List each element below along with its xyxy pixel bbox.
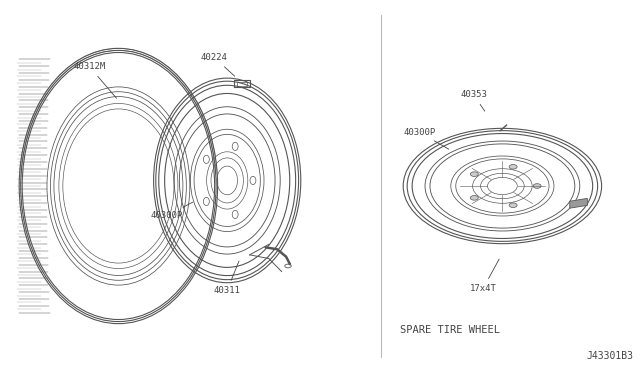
Ellipse shape — [509, 203, 517, 208]
Text: 40312M: 40312M — [74, 62, 116, 98]
Ellipse shape — [470, 172, 478, 176]
Text: 40311: 40311 — [214, 261, 241, 295]
Text: SPARE TIRE WHEEL: SPARE TIRE WHEEL — [400, 325, 500, 335]
Text: 40300P: 40300P — [403, 128, 449, 149]
Text: 40353: 40353 — [460, 90, 487, 111]
Text: 17x4T: 17x4T — [470, 259, 499, 293]
Text: J43301B3: J43301B3 — [587, 351, 634, 361]
Ellipse shape — [285, 264, 291, 268]
Text: 40224: 40224 — [201, 53, 235, 76]
Ellipse shape — [533, 184, 541, 188]
Polygon shape — [570, 198, 588, 208]
Text: 40300P: 40300P — [150, 202, 193, 220]
Ellipse shape — [470, 196, 478, 200]
Ellipse shape — [509, 164, 517, 169]
